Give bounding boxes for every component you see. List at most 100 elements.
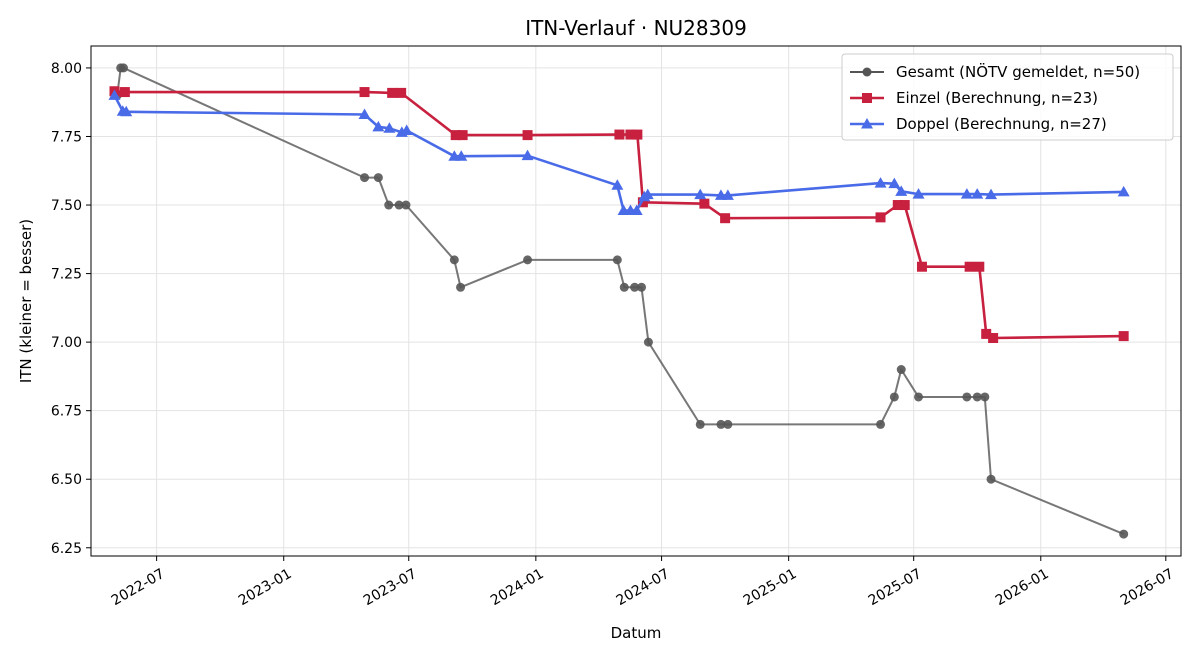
data-point-doppel [358, 108, 371, 120]
data-point-doppel [120, 105, 133, 117]
data-point-gesamt [716, 419, 726, 429]
data-point-doppel [1117, 185, 1130, 197]
data-point-einzel [625, 129, 636, 140]
data-point-einzel [359, 87, 370, 98]
data-point-einzel [387, 87, 398, 98]
y-tick-label: 7.00 [51, 335, 82, 351]
y-tick-label: 6.50 [51, 472, 82, 488]
data-point-gesamt [360, 173, 370, 183]
data-point-einzel [396, 87, 407, 98]
x-tick-label: 2023-07 [361, 566, 420, 609]
data-point-gesamt [394, 200, 404, 210]
x-tick-label: 2025-01 [741, 566, 800, 609]
series-einzel [109, 86, 1129, 344]
series-gesamt [112, 63, 1129, 539]
data-point-doppel [372, 120, 385, 132]
y-tick-label: 7.50 [51, 198, 82, 214]
data-point-einzel [981, 328, 992, 339]
data-point-einzel [974, 261, 985, 272]
x-tick-label: 2022-07 [109, 566, 168, 609]
data-point-einzel [916, 261, 927, 272]
x-axis-title: Datum [611, 624, 662, 642]
data-point-gesamt [118, 63, 128, 73]
legend-marker [862, 93, 872, 103]
series-layer [108, 63, 1130, 539]
data-point-gesamt [643, 337, 653, 347]
legend-label: Einzel (Berechnung, n=23) [896, 89, 1098, 107]
y-axis: 8.00 7.75 7.50 7.25 7.00 6.75 6.50 6.25 [51, 61, 91, 557]
data-point-gesamt [889, 392, 899, 402]
x-tick-label: 2024-07 [614, 566, 673, 609]
data-point-gesamt [637, 282, 647, 292]
data-point-doppel [960, 188, 973, 199]
x-tick-label: 2023-01 [236, 566, 295, 609]
data-point-doppel [895, 185, 908, 196]
y-axis-title: ITN (kleiner = besser) [17, 219, 35, 383]
data-point-gesamt [876, 419, 886, 429]
data-point-gesamt [401, 200, 411, 210]
data-point-einzel [988, 333, 999, 344]
data-point-doppel [641, 188, 654, 200]
y-tick-label: 8.00 [51, 61, 82, 77]
data-point-doppel [630, 204, 643, 216]
data-point-gesamt [373, 173, 383, 183]
data-point-einzel [637, 197, 648, 208]
y-tick-label: 6.25 [51, 541, 82, 557]
data-point-einzel [964, 261, 975, 272]
data-point-gesamt [972, 392, 982, 402]
x-tick-label: 2025-07 [866, 566, 925, 609]
data-point-gesamt [962, 392, 972, 402]
x-axis: 2022-07 2023-01 2023-07 2024-01 2024-07 2025-… [109, 556, 1177, 609]
data-point-doppel [888, 177, 901, 189]
data-point-gesamt [449, 255, 459, 265]
data-point-einzel [699, 198, 710, 209]
data-point-doppel [108, 89, 121, 100]
legend-entry-doppel: Doppel (Berechnung, n=27) [850, 115, 1107, 133]
data-point-einzel [1118, 331, 1129, 342]
data-point-doppel [400, 124, 413, 135]
data-point-doppel [521, 149, 534, 161]
data-point-doppel [971, 188, 984, 199]
data-point-einzel [119, 87, 130, 98]
data-point-einzel [632, 129, 643, 140]
y-tick-label: 6.75 [51, 404, 82, 420]
data-point-einzel [875, 212, 886, 223]
chart-title: ITN-Verlauf · NU28309 [525, 16, 747, 40]
data-point-gesamt [914, 392, 924, 402]
legend-label: Gesamt (NÖTV gemeldet, n=50) [896, 62, 1140, 81]
data-point-einzel [457, 130, 468, 141]
data-point-doppel [694, 188, 707, 200]
data-point-doppel [874, 177, 887, 188]
data-point-doppel [455, 150, 468, 161]
legend: Gesamt (NÖTV gemeldet, n=50) Einzel (Bere… [841, 53, 1174, 141]
data-point-gesamt [695, 419, 705, 429]
data-point-doppel [912, 188, 925, 199]
data-point-gesamt [1119, 529, 1129, 539]
data-point-doppel [721, 189, 734, 200]
data-point-gesamt [456, 282, 466, 292]
data-point-gesamt [612, 255, 622, 265]
data-point-einzel [522, 130, 533, 141]
x-tick-label: 2026-01 [993, 566, 1052, 609]
legend-label: Doppel (Berechnung, n=27) [896, 115, 1107, 133]
y-tick-label: 7.25 [51, 267, 82, 283]
data-point-doppel [611, 179, 624, 190]
legend-marker [862, 67, 872, 77]
data-point-einzel [720, 213, 731, 224]
x-tick-label: 2026-07 [1118, 566, 1177, 609]
data-point-einzel [614, 129, 625, 140]
data-point-gesamt [523, 255, 533, 265]
legend-entry-gesamt: Gesamt (NÖTV gemeldet, n=50) [850, 62, 1140, 81]
data-point-gesamt [630, 282, 640, 292]
data-point-gesamt [384, 200, 394, 210]
y-tick-label: 7.75 [51, 129, 82, 145]
data-point-doppel [383, 122, 396, 133]
data-point-gesamt [980, 392, 990, 402]
data-point-gesamt [896, 365, 906, 375]
data-point-doppel [985, 188, 998, 200]
data-point-gesamt [723, 419, 733, 429]
data-point-einzel [450, 130, 461, 141]
plot-frame [90, 45, 1182, 557]
data-point-einzel [892, 200, 903, 211]
